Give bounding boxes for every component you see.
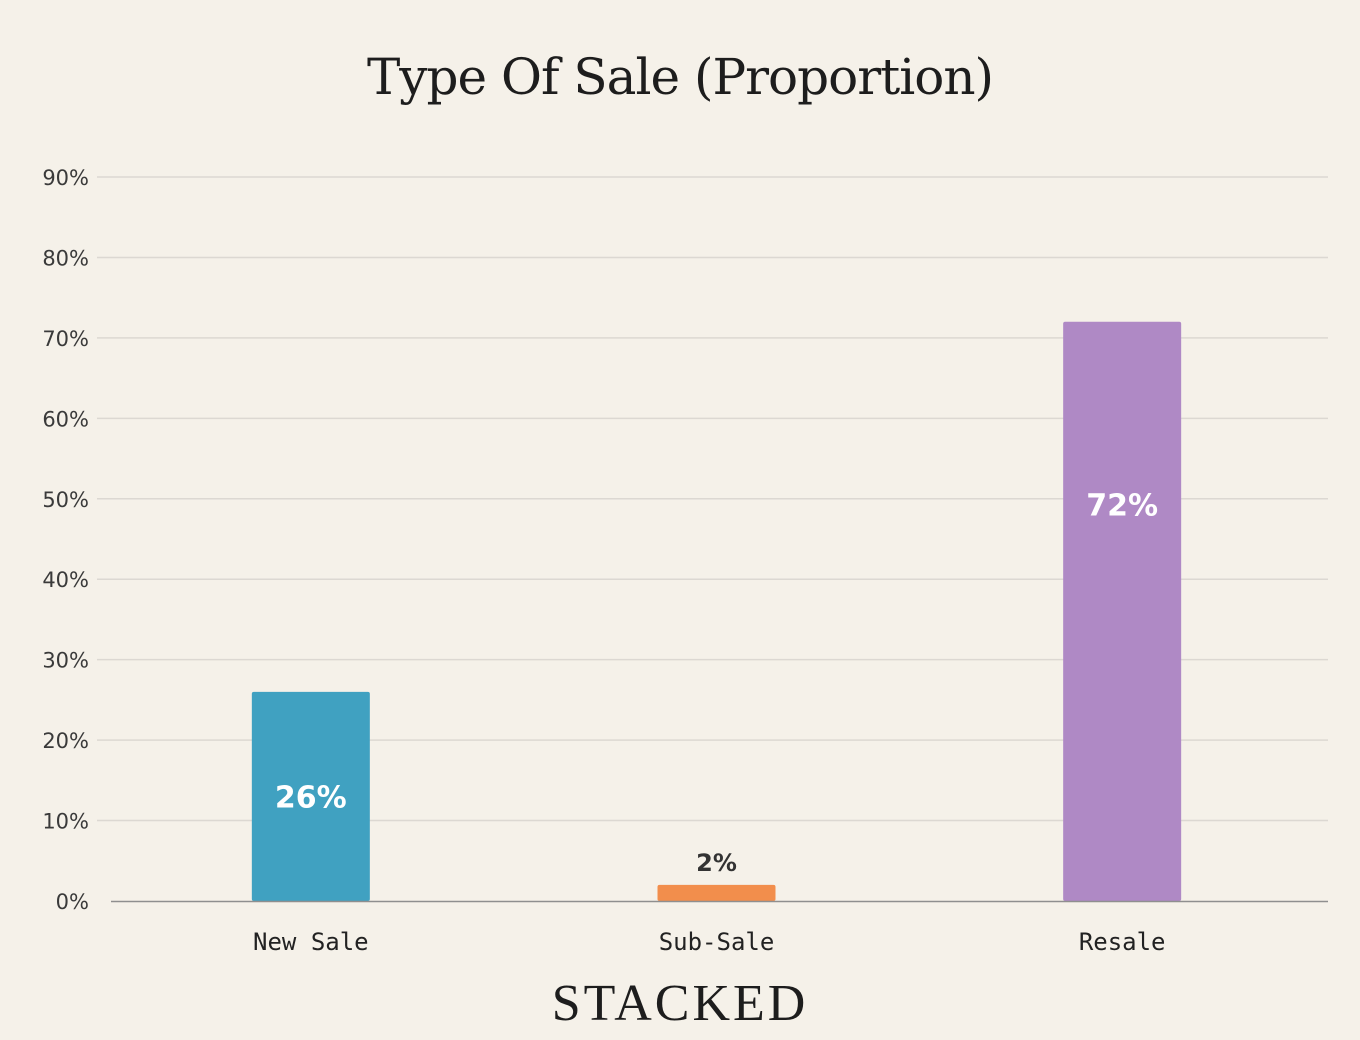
y-tick-label: 70%	[42, 327, 89, 351]
y-tick-label: 10%	[42, 810, 89, 834]
y-tick-label: 20%	[42, 729, 89, 753]
y-tick-label: 0%	[56, 890, 89, 914]
bar-sub-sale	[657, 884, 776, 901]
data-label: 26%	[275, 780, 347, 815]
x-tick-label: Resale	[1079, 928, 1166, 956]
y-tick-label: 80%	[42, 246, 89, 270]
x-tick-label: New Sale	[253, 928, 369, 956]
chart-title: Type Of Sale (Proportion)	[366, 48, 994, 106]
brand-logo: STACKED	[551, 975, 809, 1032]
data-label: 72%	[1086, 488, 1158, 523]
bar-resale	[1063, 321, 1182, 901]
y-tick-label: 60%	[42, 407, 89, 431]
y-tick-label: 50%	[42, 488, 89, 512]
bar-new-sale	[251, 691, 370, 901]
x-tick-label: Sub-Sale	[659, 928, 775, 956]
y-tick-label: 40%	[42, 568, 89, 592]
data-label: 2%	[696, 849, 737, 877]
y-tick-label: 90%	[42, 166, 89, 190]
y-tick-label: 30%	[42, 649, 89, 673]
